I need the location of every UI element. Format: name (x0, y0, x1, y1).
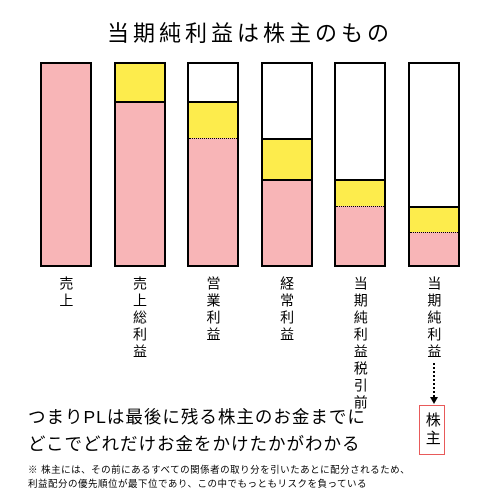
footnote-line-1: ※ 株主には、その前にあるすべての関係者の取り分を引いたあとに配分されるため、 (28, 464, 410, 478)
bar (261, 62, 313, 267)
arrow-to-shareholder (430, 363, 438, 404)
bar (187, 62, 239, 267)
bar-segment-pink (42, 62, 90, 265)
bar-label-row: 売上売上総利益営業利益経常利益当期純利益税引前当期純利益 (40, 276, 460, 415)
bar-segment-yellow (336, 179, 384, 206)
bar-label: 営業利益 (187, 276, 239, 415)
bar-column (334, 62, 386, 267)
infographic-canvas: 当期純利益は株主のもの 売上売上総利益営業利益経常利益当期純利益税引前当期純利益… (0, 0, 500, 500)
bar-segment-yellow (263, 138, 311, 179)
profit-waterfall-chart (40, 62, 460, 267)
page-title: 当期純利益は株主のもの (0, 16, 500, 48)
bar-segment-pink (116, 101, 164, 265)
bar (334, 62, 386, 267)
bar-label: 売上総利益 (114, 276, 166, 415)
footnote-text: ※ 株主には、その前にあるすべての関係者の取り分を引いたあとに配分されるため、 … (28, 464, 410, 492)
bar (40, 62, 92, 267)
bar-segment-pink (263, 179, 311, 265)
bar-label: 当期純利益税引前 (334, 276, 386, 415)
bar-column (261, 62, 313, 267)
bar-segment-yellow (189, 101, 237, 138)
bar-segment-yellow (410, 206, 458, 233)
bar-column (114, 62, 166, 267)
bar (408, 62, 460, 267)
bar-segment-pink (410, 232, 458, 265)
bar-column (40, 62, 92, 267)
footnote-line-2: 利益配分の優先順位が最下位であり、この中でもっともリスクを負っている (28, 478, 410, 492)
conclusion-text: つまりPLは最後に残る株主のお金までに どこでどれだけお金をかけたかがわかる (28, 404, 366, 458)
shareholder-box: 株主 (419, 405, 445, 455)
bar-segment-pink (336, 206, 384, 265)
bar-segment-yellow (116, 62, 164, 101)
bar-column (408, 62, 460, 267)
bar-label: 売上 (40, 276, 92, 415)
bar-column (187, 62, 239, 267)
shareholder-label: 株主 (424, 412, 440, 448)
bar-label: 経常利益 (261, 276, 313, 415)
bar-segment-pink (189, 138, 237, 265)
conclusion-line-2: どこでどれだけお金をかけたかがわかる (28, 431, 366, 458)
bar (114, 62, 166, 267)
conclusion-line-1: つまりPLは最後に残る株主のお金までに (28, 404, 366, 431)
